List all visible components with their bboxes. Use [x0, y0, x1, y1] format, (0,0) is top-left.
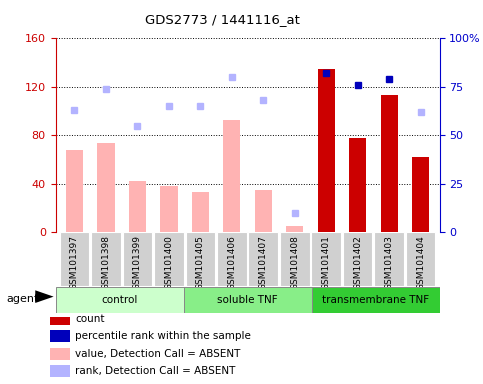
Bar [50, 313, 70, 325]
Bar [129, 181, 146, 232]
Bar [343, 232, 372, 286]
Bar [50, 348, 70, 360]
Bar [185, 232, 215, 286]
Text: control: control [101, 295, 138, 305]
Bar [312, 232, 341, 286]
Bar [280, 232, 310, 286]
Bar [97, 142, 114, 232]
Text: GSM101408: GSM101408 [290, 235, 299, 290]
Bar [123, 232, 152, 286]
Bar [286, 226, 303, 232]
Text: GSM101405: GSM101405 [196, 235, 205, 290]
Text: GSM101400: GSM101400 [164, 235, 173, 290]
Bar [223, 119, 241, 232]
Text: percentile rank within the sample: percentile rank within the sample [75, 331, 251, 341]
Text: transmembrane TNF: transmembrane TNF [322, 295, 429, 305]
Bar [184, 287, 312, 313]
Bar [317, 69, 335, 232]
Text: rank, Detection Call = ABSENT: rank, Detection Call = ABSENT [75, 366, 236, 376]
Bar [192, 192, 209, 232]
Bar [50, 330, 70, 343]
Text: GSM101402: GSM101402 [353, 235, 362, 290]
Bar [56, 287, 184, 313]
Text: agent: agent [6, 294, 39, 304]
Text: GDS2773 / 1441116_at: GDS2773 / 1441116_at [145, 13, 299, 26]
Bar [248, 232, 278, 286]
Text: value, Detection Call = ABSENT: value, Detection Call = ABSENT [75, 349, 241, 359]
Bar [381, 95, 398, 232]
Bar [160, 186, 178, 232]
Bar [312, 287, 440, 313]
Bar [374, 232, 404, 286]
Text: GSM101406: GSM101406 [227, 235, 236, 290]
Bar [66, 150, 83, 232]
Bar [59, 232, 89, 286]
Text: GSM101398: GSM101398 [101, 235, 111, 290]
Bar [349, 138, 366, 232]
Text: count: count [75, 314, 105, 324]
Bar [217, 232, 247, 286]
Bar [406, 232, 436, 286]
Text: GSM101407: GSM101407 [259, 235, 268, 290]
Polygon shape [35, 290, 54, 303]
Bar [91, 232, 121, 286]
Text: GSM101399: GSM101399 [133, 235, 142, 290]
Text: GSM101397: GSM101397 [70, 235, 79, 290]
Bar [412, 157, 429, 232]
Text: GSM101404: GSM101404 [416, 235, 425, 290]
Bar [255, 190, 272, 232]
Bar [50, 365, 70, 377]
Text: GSM101403: GSM101403 [384, 235, 394, 290]
Bar [154, 232, 184, 286]
Text: soluble TNF: soluble TNF [217, 295, 278, 305]
Text: GSM101401: GSM101401 [322, 235, 331, 290]
